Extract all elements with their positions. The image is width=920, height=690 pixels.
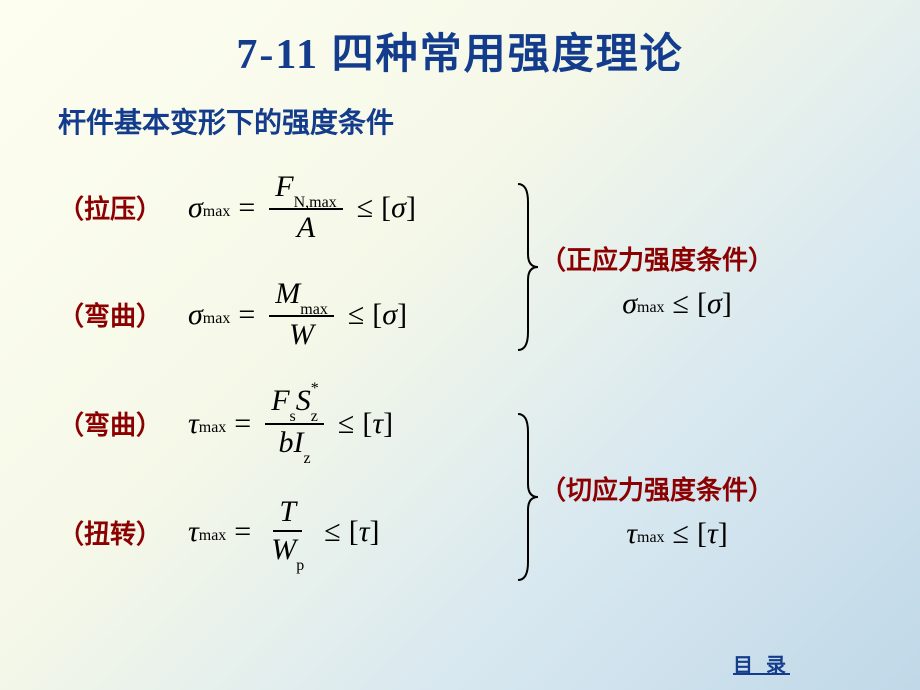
rbracket: ]	[397, 298, 407, 332]
tau-icon: τ	[707, 517, 718, 551]
formula-bending-sigma: σmax = Mmax W ≤ [σ]	[188, 276, 407, 353]
var-b: b	[279, 426, 294, 459]
fraction: Mmax W	[269, 276, 334, 353]
leq-icon: ≤	[673, 517, 689, 551]
group-shear-stress: （切应力强度条件） τmax ≤ [τ]	[540, 470, 774, 551]
tau-icon: τ	[359, 515, 370, 549]
var-W: W	[283, 317, 320, 353]
sub-max: max	[199, 527, 227, 545]
formula-row-tension: （拉压） σmax = FN,max A ≤ [σ]	[58, 169, 920, 246]
equals-icon: =	[234, 515, 251, 549]
tau-icon: τ	[188, 407, 199, 441]
sub-N: N	[294, 194, 306, 211]
var-W: W	[271, 533, 296, 566]
section-subtitle: 杆件基本变形下的强度条件	[58, 101, 920, 141]
formula-torsion: τmax = T Wp ≤ [τ]	[188, 494, 379, 571]
rbracket: ]	[722, 287, 732, 321]
group-label: （正应力强度条件）	[540, 240, 774, 277]
row-label: （拉压）	[58, 189, 188, 226]
sigma-icon: σ	[382, 298, 397, 332]
tau-icon: τ	[626, 517, 637, 551]
brace-icon	[512, 182, 542, 352]
sub-max: max	[637, 299, 665, 317]
sub-z: z	[304, 450, 311, 467]
sub-max: max	[300, 301, 328, 318]
sup-star: *	[311, 380, 319, 397]
sigma-icon: σ	[391, 191, 406, 225]
sigma-icon: σ	[188, 298, 203, 332]
sub-max: max	[203, 310, 231, 328]
sub-p: p	[296, 557, 304, 574]
sub-max: max	[203, 203, 231, 221]
formula-row-bending-sigma: （弯曲） σmax = Mmax W ≤ [σ]	[58, 276, 920, 353]
var-A: A	[291, 210, 321, 246]
leq-icon: ≤	[338, 407, 354, 441]
var-T: T	[273, 494, 302, 532]
var-M: M	[275, 277, 300, 310]
sub-max: max	[199, 419, 227, 437]
leq-icon: ≤	[673, 287, 689, 321]
tau-icon: τ	[188, 515, 199, 549]
leq-icon: ≤	[324, 515, 340, 549]
brace-icon	[512, 412, 542, 582]
lbracket: [	[362, 407, 372, 441]
row-label: （扭转）	[58, 514, 188, 551]
formula-normal-stress: σmax ≤ [σ]	[622, 287, 732, 321]
row-label: （弯曲）	[58, 296, 188, 333]
sigma-icon: σ	[707, 287, 722, 321]
tau-icon: τ	[372, 407, 383, 441]
lbracket: [	[372, 298, 382, 332]
sigma-icon: σ	[622, 287, 637, 321]
group-normal-stress: （正应力强度条件） σmax ≤ [σ]	[540, 240, 774, 321]
lbracket: [	[697, 517, 707, 551]
sub-z: z	[311, 408, 318, 425]
fraction: T Wp	[265, 494, 310, 571]
equals-icon: =	[238, 191, 255, 225]
sub-max: max	[637, 529, 665, 547]
rbracket: ]	[383, 407, 393, 441]
page-title: 7-11 四种常用强度理论	[0, 0, 920, 81]
sub-s: s	[290, 408, 296, 425]
fraction: FsS*z bIz	[265, 383, 324, 463]
var-S: S	[296, 384, 311, 417]
sub-max2: ,max	[305, 194, 337, 211]
group-label: （切应力强度条件）	[540, 470, 774, 507]
formula-row-bending-tau: （弯曲） τmax = FsS*z bIz ≤ [τ]	[58, 383, 920, 463]
formula-shear-stress: τmax ≤ [τ]	[626, 517, 728, 551]
formula-tension: σmax = FN,max A ≤ [σ]	[188, 169, 416, 246]
lbracket: [	[697, 287, 707, 321]
sigma-icon: σ	[188, 191, 203, 225]
fraction: FN,max A	[269, 169, 342, 246]
leq-icon: ≤	[357, 191, 373, 225]
rbracket: ]	[369, 515, 379, 549]
equals-icon: =	[238, 298, 255, 332]
equals-icon: =	[234, 407, 251, 441]
var-F: F	[271, 384, 289, 417]
row-label: （弯曲）	[58, 405, 188, 442]
lbracket: [	[381, 191, 391, 225]
formula-bending-tau: τmax = FsS*z bIz ≤ [τ]	[188, 383, 393, 463]
leq-icon: ≤	[348, 298, 364, 332]
rbracket: ]	[718, 517, 728, 551]
rbracket: ]	[406, 191, 416, 225]
formula-row-torsion: （扭转） τmax = T Wp ≤ [τ]	[58, 494, 920, 571]
var-I: I	[294, 426, 304, 459]
toc-link[interactable]: 目 录	[733, 649, 790, 678]
lbracket: [	[349, 515, 359, 549]
var-F: F	[275, 170, 293, 203]
